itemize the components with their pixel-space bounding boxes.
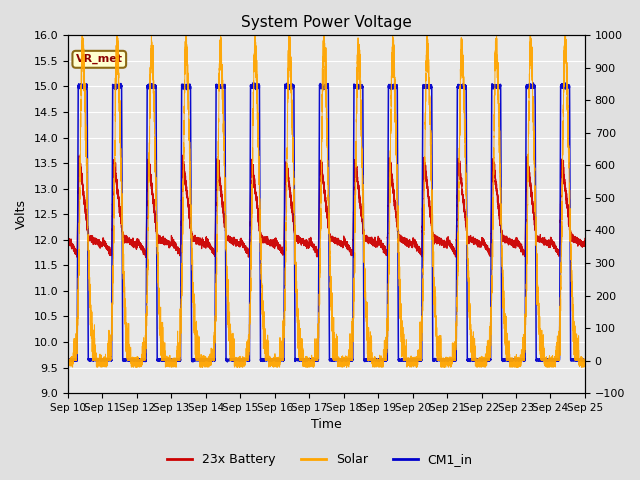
Legend: 23x Battery, Solar, CM1_in: 23x Battery, Solar, CM1_in — [163, 448, 477, 471]
X-axis label: Time: Time — [311, 419, 342, 432]
Y-axis label: Volts: Volts — [15, 199, 28, 229]
Text: VR_met: VR_met — [76, 54, 123, 64]
Title: System Power Voltage: System Power Voltage — [241, 15, 412, 30]
